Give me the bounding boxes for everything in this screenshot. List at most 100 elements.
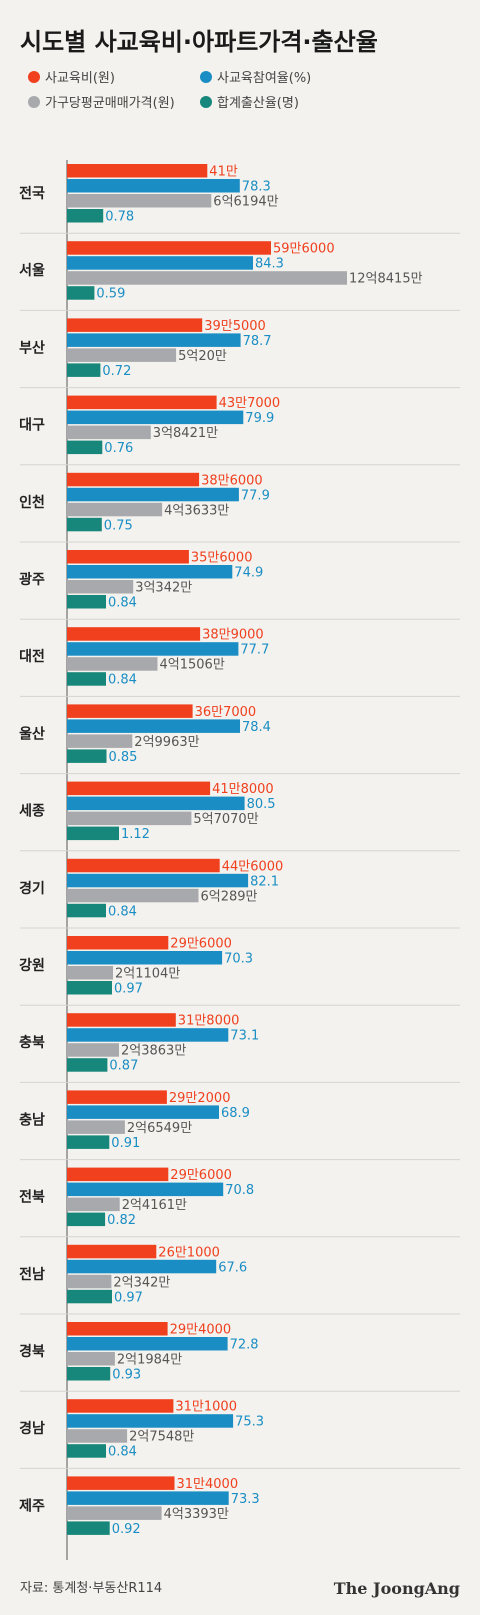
chart-title: 시도별 사교육비·아파트가격·출산율: [20, 28, 378, 56]
bar-1: [67, 951, 223, 965]
bar-1: [67, 179, 240, 193]
bar-0: [67, 241, 271, 255]
bar-3: [67, 826, 119, 841]
data-label-2: 2억7548만: [129, 1430, 194, 1445]
data-label-3: 0.97: [114, 982, 143, 997]
bar-1: [67, 642, 239, 656]
region-label: 대전: [19, 648, 45, 665]
region-label: 강원: [19, 957, 45, 974]
data-label-3: 0.84: [108, 904, 137, 919]
data-label-2: 5억20만: [178, 349, 227, 364]
region-label: 광주: [19, 571, 45, 588]
data-label-1: 84.3: [255, 257, 284, 272]
data-label-2: 12억8415만: [349, 272, 423, 287]
data-label-0: 38만9000: [202, 628, 264, 643]
region-label: 부산: [19, 339, 45, 356]
data-label-2: 2억1104만: [115, 967, 180, 982]
data-label-2: 4억1506만: [160, 658, 225, 673]
data-label-0: 29만2000: [169, 1091, 231, 1106]
data-label-3: 1.12: [121, 827, 150, 842]
data-label-1: 78.4: [242, 720, 271, 735]
bar-0: [67, 1476, 175, 1490]
legend-label-1: 사교육참여율(%): [217, 71, 311, 86]
bar-3: [67, 1444, 106, 1458]
region-label: 경남: [19, 1420, 45, 1437]
bar-3: [67, 286, 95, 300]
data-label-2: 2억3863만: [121, 1044, 186, 1059]
data-label-3: 0.93: [112, 1368, 141, 1383]
legend-marker-3: [200, 96, 212, 108]
region-label: 인천: [19, 494, 45, 511]
region-label: 충북: [19, 1035, 45, 1051]
bar-1: [67, 719, 240, 733]
region-label: 전남: [19, 1266, 45, 1283]
data-label-1: 78.7: [243, 334, 272, 349]
bar-1: [67, 565, 233, 579]
data-label-0: 26만1000: [158, 1245, 220, 1260]
data-label-2: 2억6549만: [127, 1121, 192, 1136]
bar-2: [67, 966, 113, 980]
region-label: 대구: [19, 418, 45, 434]
bar-3: [67, 440, 103, 455]
data-label-2: 2억4161만: [122, 1198, 187, 1213]
data-label-1: 75.3: [235, 1415, 264, 1430]
bar-0: [67, 1167, 169, 1182]
bar-0: [67, 627, 201, 641]
data-label-1: 77.9: [241, 488, 270, 503]
data-label-3: 0.59: [96, 287, 125, 302]
data-label-3: 0.97: [114, 1290, 143, 1305]
bar-3: [67, 1212, 106, 1227]
region-label: 서울: [19, 262, 45, 279]
data-label-3: 0.84: [108, 673, 137, 688]
data-label-0: 29만4000: [170, 1323, 232, 1338]
bar-1: [67, 1491, 229, 1505]
bar-0: [67, 1244, 157, 1259]
data-label-1: 77.7: [240, 643, 269, 658]
bar-1: [67, 796, 245, 811]
bar-2: [67, 348, 177, 362]
bar-0: [67, 858, 220, 873]
data-label-0: 59만6000: [273, 242, 335, 257]
legend-marker-0: [28, 71, 40, 83]
bar-0: [67, 1013, 176, 1027]
region-label: 충남: [19, 1111, 45, 1128]
bar-2: [67, 888, 199, 903]
data-label-0: 38만6000: [201, 473, 263, 488]
region-label: 울산: [19, 725, 45, 742]
data-label-0: 39만5000: [204, 319, 266, 334]
bar-2: [67, 657, 158, 671]
brand-logo: The JoongAng: [334, 1579, 460, 1598]
bar-1: [67, 1259, 217, 1274]
bar-1: [67, 410, 244, 425]
bar-3: [67, 517, 102, 532]
bar-2: [67, 502, 163, 517]
legend-label-3: 합계출산율(명): [217, 96, 299, 111]
bar-0: [67, 550, 189, 564]
data-label-0: 29만6000: [170, 1168, 232, 1183]
bar-0: [67, 395, 217, 410]
data-label-2: 4억3633만: [164, 503, 229, 518]
data-label-1: 70.3: [224, 952, 253, 967]
region-label: 경기: [19, 880, 45, 897]
data-label-3: 0.92: [112, 1522, 141, 1537]
bar-1: [67, 487, 239, 502]
data-label-3: 0.84: [108, 1445, 137, 1460]
data-label-1: 74.9: [234, 566, 263, 581]
data-label-0: 44만6000: [222, 859, 284, 874]
bar-1: [67, 873, 249, 888]
bar-1: [67, 1105, 219, 1119]
bar-0: [67, 318, 203, 332]
bar-0: [67, 781, 211, 796]
region-label: 세종: [19, 804, 45, 820]
bar-2: [67, 811, 192, 826]
data-label-0: 41만8000: [212, 782, 274, 797]
data-label-2: 6억6194만: [213, 195, 278, 210]
bar-0: [67, 704, 193, 718]
bar-2: [67, 580, 134, 594]
data-label-0: 36만7000: [195, 705, 257, 720]
data-label-0: 43만7000: [219, 396, 281, 411]
bar-3: [67, 363, 101, 377]
bar-3: [67, 595, 106, 609]
bar-3: [67, 1058, 108, 1072]
